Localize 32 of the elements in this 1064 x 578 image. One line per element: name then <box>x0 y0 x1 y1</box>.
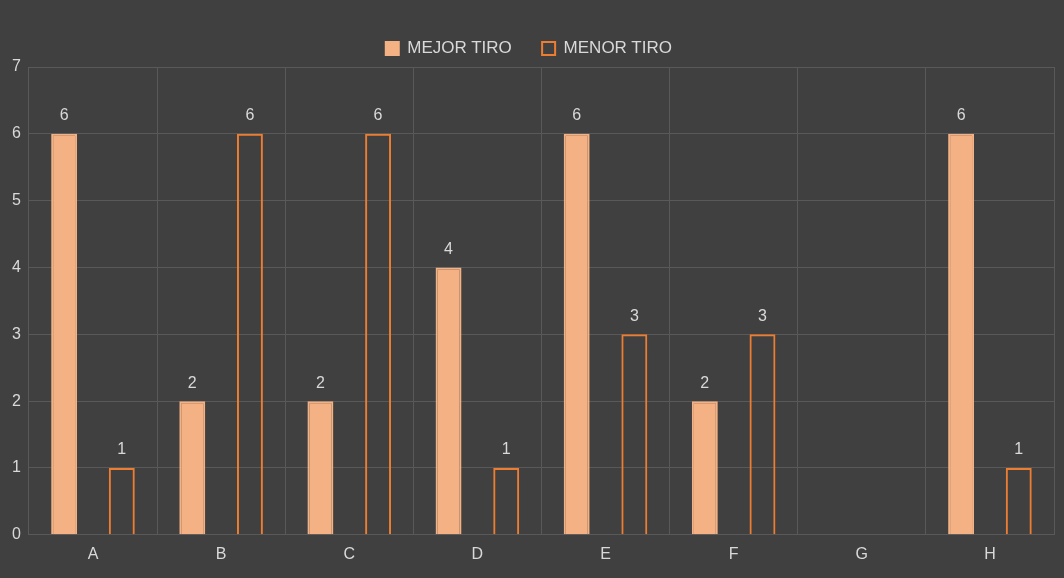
x-tick-label: G <box>855 544 869 562</box>
data-label: 6 <box>572 106 582 124</box>
y-tick-label: 7 <box>11 57 21 75</box>
data-label: 1 <box>117 440 127 458</box>
y-tick-label: 5 <box>11 191 21 209</box>
data-label: 3 <box>629 306 639 324</box>
data-label: 2 <box>700 373 710 391</box>
y-tick-label: 2 <box>11 391 21 409</box>
x-tick-label: B <box>215 544 227 562</box>
data-label: 6 <box>59 106 69 124</box>
x-tick-label: H <box>984 544 996 562</box>
x-tick-label: F <box>728 544 739 562</box>
x-tick-label: E <box>600 544 611 562</box>
legend-label: MENOR TIRO <box>563 38 672 58</box>
data-label: 6 <box>245 106 255 124</box>
y-tick-label: 0 <box>11 525 21 543</box>
data-label: 4 <box>444 239 454 257</box>
legend-label: MEJOR TIRO <box>407 38 512 58</box>
data-label: 3 <box>758 306 768 324</box>
data-label: 2 <box>187 373 197 391</box>
y-tick-label: 3 <box>11 324 21 342</box>
data-label: 1 <box>501 440 511 458</box>
x-tick-label: C <box>343 544 356 562</box>
data-label: 1 <box>1014 440 1024 458</box>
data-label: 6 <box>373 106 383 124</box>
data-label: 2 <box>315 373 325 391</box>
y-tick-label: 6 <box>11 124 21 142</box>
data-label: 6 <box>956 106 966 124</box>
y-tick-label: 4 <box>11 257 21 275</box>
x-tick-label: A <box>87 544 99 562</box>
y-tick-label: 1 <box>11 458 21 476</box>
x-tick-label: D <box>471 544 484 562</box>
